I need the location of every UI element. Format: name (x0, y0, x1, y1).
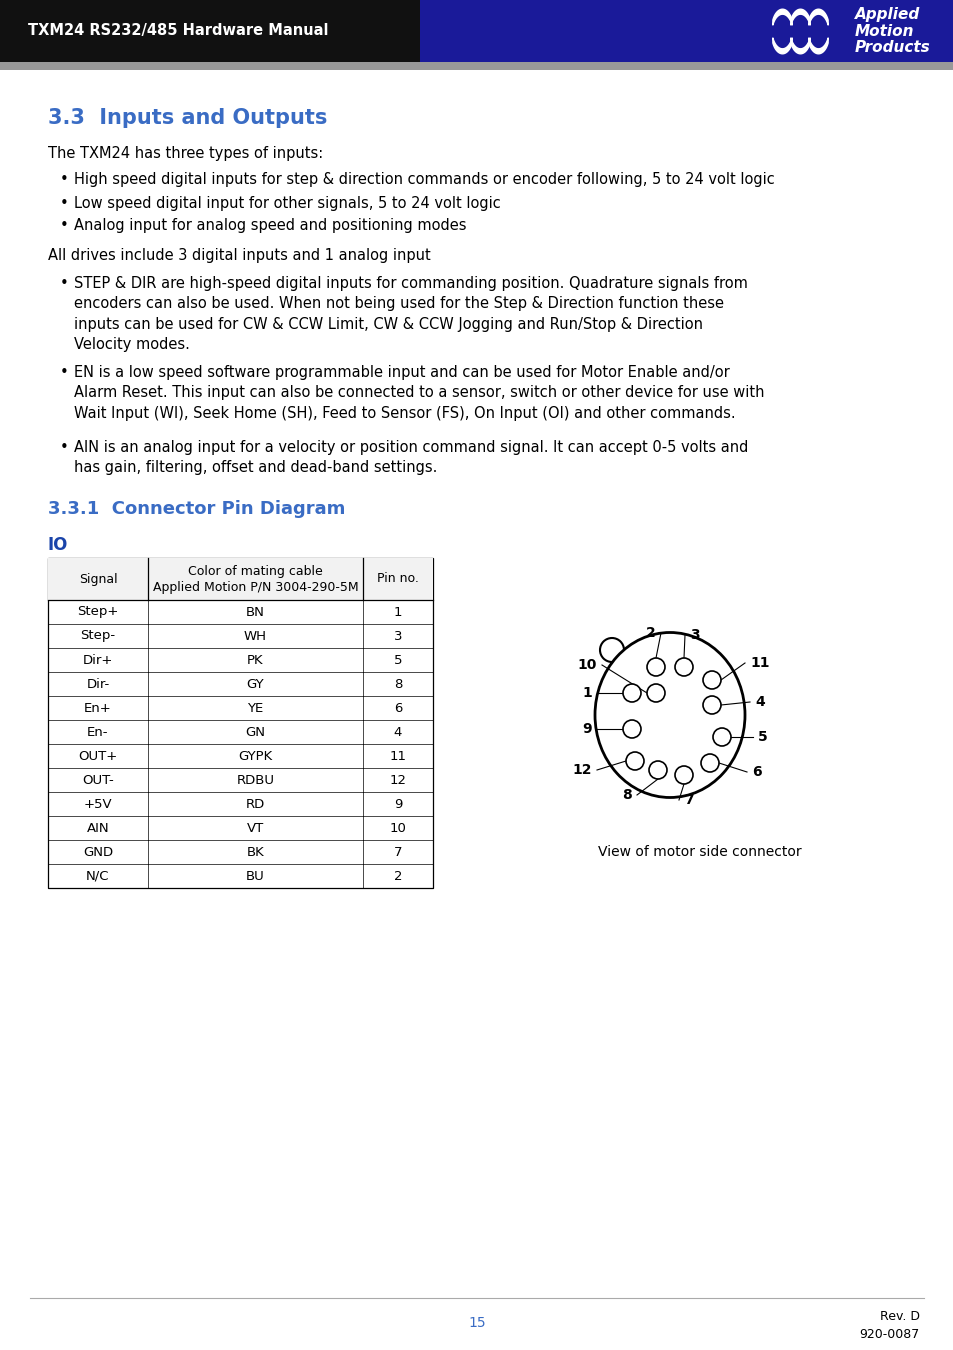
Text: 9: 9 (394, 798, 402, 810)
Bar (419, 0, 953, 62)
Text: 4: 4 (754, 695, 764, 709)
Text: 11: 11 (389, 749, 406, 763)
Text: 3: 3 (394, 629, 402, 643)
Text: Applied Motion P/N 3004-290-5M: Applied Motion P/N 3004-290-5M (152, 580, 358, 594)
Text: 7: 7 (394, 845, 402, 859)
Text: 3.3  Inputs and Outputs: 3.3 Inputs and Outputs (48, 108, 327, 128)
Circle shape (622, 684, 640, 702)
Text: 4: 4 (394, 725, 402, 738)
Circle shape (599, 639, 623, 662)
Text: OUT-: OUT- (82, 774, 113, 787)
Text: +5V: +5V (84, 798, 112, 810)
Circle shape (702, 671, 720, 689)
Text: View of motor side connector: View of motor side connector (598, 845, 801, 859)
Bar (48, 558, 433, 599)
Text: VT: VT (247, 822, 264, 834)
Text: IO: IO (48, 536, 69, 554)
Text: GYPK: GYPK (238, 749, 273, 763)
Text: RDBU: RDBU (236, 774, 274, 787)
Text: BK: BK (247, 845, 264, 859)
Text: •: • (60, 364, 69, 379)
Text: TXM24 RS232/485 Hardware Manual: TXM24 RS232/485 Hardware Manual (28, 23, 328, 39)
Ellipse shape (595, 633, 744, 798)
Circle shape (675, 657, 692, 676)
Text: 1: 1 (394, 606, 402, 618)
Text: •: • (60, 196, 69, 211)
Bar (48, 558, 433, 888)
Text: 10: 10 (577, 657, 597, 672)
Text: En+: En+ (84, 702, 112, 714)
Text: 8: 8 (394, 678, 402, 690)
Text: 15: 15 (468, 1316, 485, 1330)
Circle shape (646, 657, 664, 676)
Circle shape (648, 761, 666, 779)
Text: •: • (60, 217, 69, 234)
Text: •: • (60, 171, 69, 188)
Text: Products: Products (854, 40, 930, 55)
Text: •: • (60, 275, 69, 292)
Text: WH: WH (244, 629, 267, 643)
Text: BU: BU (246, 869, 265, 883)
Text: 7: 7 (683, 792, 693, 807)
Text: All drives include 3 digital inputs and 1 analog input: All drives include 3 digital inputs and … (48, 248, 431, 263)
Text: 3.3.1  Connector Pin Diagram: 3.3.1 Connector Pin Diagram (48, 500, 345, 518)
Text: 12: 12 (572, 763, 592, 778)
Text: AIN: AIN (87, 822, 110, 834)
Text: Rev. D
920-0087: Rev. D 920-0087 (859, 1310, 919, 1341)
Text: Analog input for analog speed and positioning modes: Analog input for analog speed and positi… (74, 217, 466, 234)
Circle shape (622, 720, 640, 738)
Text: Pin no.: Pin no. (376, 572, 418, 586)
Text: High speed digital inputs for step & direction commands or encoder following, 5 : High speed digital inputs for step & dir… (74, 171, 774, 188)
Text: 12: 12 (389, 774, 406, 787)
Text: GY: GY (247, 678, 264, 690)
Bar (0, 0, 419, 62)
Text: Step-: Step- (80, 629, 115, 643)
Text: AIN is an analog input for a velocity or position command signal. It can accept : AIN is an analog input for a velocity or… (74, 440, 747, 475)
Text: Low speed digital input for other signals, 5 to 24 volt logic: Low speed digital input for other signal… (74, 196, 500, 211)
Text: GN: GN (245, 725, 265, 738)
Text: 6: 6 (394, 702, 402, 714)
Text: Step+: Step+ (77, 606, 118, 618)
Text: 9: 9 (581, 722, 592, 736)
Text: 3: 3 (689, 628, 699, 643)
Text: N/C: N/C (86, 869, 110, 883)
Text: STEP & DIR are high-speed digital inputs for commanding position. Quadrature sig: STEP & DIR are high-speed digital inputs… (74, 275, 747, 352)
Text: En-: En- (87, 725, 109, 738)
Circle shape (712, 728, 730, 747)
Text: 6: 6 (751, 765, 760, 779)
Text: Dir+: Dir+ (83, 653, 113, 667)
Circle shape (700, 755, 719, 772)
Text: EN is a low speed software programmable input and can be used for Motor Enable a: EN is a low speed software programmable … (74, 364, 763, 421)
Text: 5: 5 (394, 653, 402, 667)
Bar (0, 62, 953, 70)
Text: 2: 2 (394, 869, 402, 883)
Text: 10: 10 (389, 822, 406, 834)
Text: Color of mating cable: Color of mating cable (188, 566, 322, 579)
Text: 8: 8 (621, 788, 631, 802)
Circle shape (646, 684, 664, 702)
Text: 1: 1 (581, 686, 592, 701)
Text: Signal: Signal (78, 572, 117, 586)
Text: 11: 11 (749, 656, 769, 670)
Text: GND: GND (83, 845, 113, 859)
Text: PK: PK (247, 653, 264, 667)
Circle shape (702, 697, 720, 714)
Text: Dir-: Dir- (87, 678, 110, 690)
Text: OUT+: OUT+ (78, 749, 117, 763)
Text: BN: BN (246, 606, 265, 618)
Text: YE: YE (247, 702, 263, 714)
Text: 5: 5 (758, 730, 767, 744)
Text: Motion: Motion (854, 23, 914, 39)
Text: The TXM24 has three types of inputs:: The TXM24 has three types of inputs: (48, 146, 323, 161)
Circle shape (625, 752, 643, 769)
Text: RD: RD (246, 798, 265, 810)
Text: Applied: Applied (854, 7, 920, 22)
Circle shape (675, 765, 692, 784)
Text: •: • (60, 440, 69, 455)
Text: 2: 2 (645, 626, 656, 640)
